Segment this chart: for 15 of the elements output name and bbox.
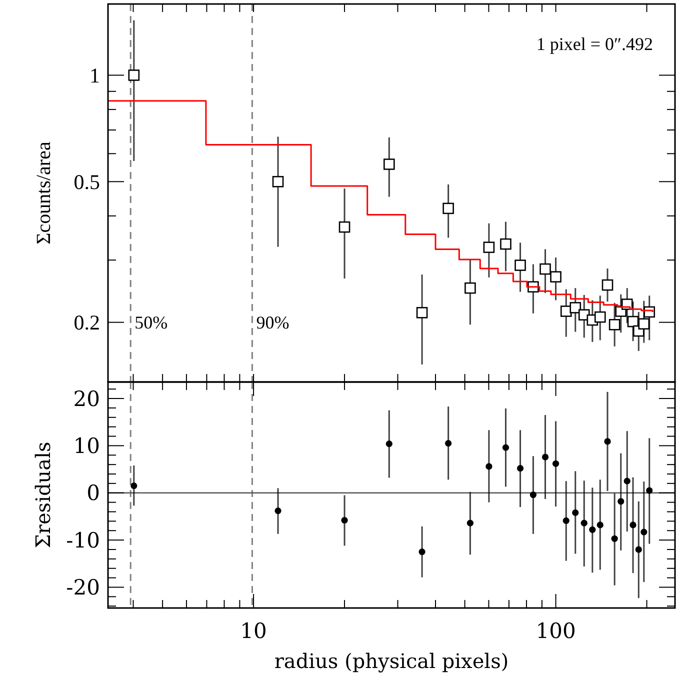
y-axis-title: Σcounts/area bbox=[33, 142, 55, 244]
y-axis-title: Σresiduals bbox=[31, 442, 55, 548]
y-tick-label: 0.5 bbox=[74, 170, 100, 194]
y-tick-label: 20 bbox=[73, 386, 100, 411]
y-tick-label: 1 bbox=[90, 64, 100, 88]
y-tick-label: 0.2 bbox=[74, 310, 100, 335]
annotation: 50% bbox=[134, 312, 168, 333]
y-tick-label: -10 bbox=[66, 528, 100, 552]
annotation: 1 pixel = 0″.492 bbox=[536, 34, 653, 54]
x-tick-label: 100 bbox=[536, 619, 576, 643]
x-axis-title: radius (physical pixels) bbox=[274, 649, 509, 673]
y-tick-label: 10 bbox=[73, 434, 100, 458]
annotation: 90% bbox=[256, 312, 290, 333]
y-tick-label: -20 bbox=[66, 576, 100, 600]
y-tick-label: 0 bbox=[86, 481, 100, 506]
